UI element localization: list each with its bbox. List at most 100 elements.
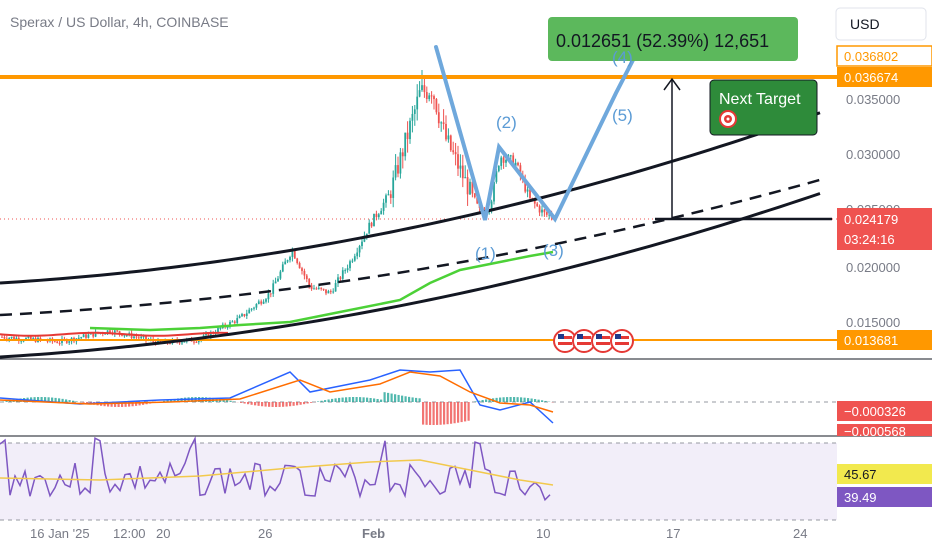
svg-text:0.013681: 0.013681 <box>844 333 898 348</box>
indicator-layer <box>0 369 837 521</box>
candle-body <box>260 301 263 304</box>
candle-body <box>509 155 512 157</box>
macd-histogram-bar <box>47 397 50 402</box>
candle-body <box>375 213 378 218</box>
macd-histogram-bar <box>506 397 509 402</box>
candle-body <box>255 304 258 308</box>
macd-histogram-bar <box>481 400 484 402</box>
us-flag-icon <box>553 329 577 353</box>
candle-body <box>205 333 207 336</box>
candle-body <box>291 250 294 257</box>
currency-button[interactable]: USD <box>835 7 927 41</box>
macd-histogram-bar <box>460 402 463 423</box>
candle-body <box>495 171 498 182</box>
macd-histogram-bar <box>541 400 544 402</box>
candle-body <box>435 99 438 113</box>
next-target-callout[interactable]: Next Target <box>709 79 818 136</box>
x-tick: 12:00 <box>113 526 146 541</box>
economic-events-icons[interactable] <box>553 329 634 353</box>
macd-histogram-bar <box>362 397 365 402</box>
macd-histogram-bar <box>488 398 491 402</box>
candle-body <box>53 341 56 343</box>
price-range-measure[interactable]: 0.012651 (52.39%) 12,651 <box>548 17 798 61</box>
macd-histogram-bar <box>331 398 334 402</box>
macd-histogram-bar <box>135 402 138 406</box>
candle-body <box>80 337 83 339</box>
macd-histogram-bar <box>44 397 47 402</box>
candle-body <box>305 275 308 280</box>
price-tag-current: 0.024179 03:24:16 <box>837 208 932 250</box>
candle-body <box>325 289 327 294</box>
candle-body <box>322 288 325 290</box>
macd-histogram-bar <box>226 400 229 402</box>
candle-body <box>459 165 462 169</box>
macd-histogram-bar <box>387 392 390 402</box>
svg-text:03:24:16: 03:24:16 <box>844 232 895 247</box>
macd-histogram-bar <box>376 398 379 402</box>
macd-histogram-bar <box>516 397 519 402</box>
macd-histogram-bar <box>306 402 309 404</box>
macd-histogram-bar <box>310 402 313 403</box>
candle-body <box>387 194 390 196</box>
macd-histogram-bar <box>450 402 453 424</box>
macd-line <box>0 369 554 424</box>
candle-body <box>303 270 306 276</box>
candle-body <box>351 260 354 262</box>
candle-body <box>413 109 416 114</box>
candle-body <box>430 95 433 97</box>
candle-body <box>137 337 140 339</box>
macd-histogram-bar <box>513 397 516 402</box>
macd-tag-1: −0.000326 <box>837 401 932 421</box>
macd-histogram-bar <box>366 397 369 402</box>
candle-body <box>293 250 296 259</box>
macd-histogram-bar <box>453 402 456 424</box>
candle-body <box>32 338 35 340</box>
chart-title: Sperax / US Dollar, 4h, COINBASE <box>10 14 229 30</box>
candle-body <box>368 222 371 234</box>
macd-histogram-bar <box>54 397 57 402</box>
candle-body <box>281 264 284 272</box>
macd-histogram-bar <box>240 402 243 403</box>
candle-body <box>229 321 231 327</box>
time-axis[interactable]: 16 Jan '25 12:00 20 26 Feb 10 17 24 <box>30 526 807 541</box>
macd-histogram-bar <box>5 400 8 402</box>
channel-lower-line <box>0 192 821 359</box>
macd-histogram-bar <box>527 398 530 402</box>
macd-histogram-bar <box>257 402 260 406</box>
x-tick: 20 <box>156 526 170 541</box>
macd-histogram-bar <box>138 402 141 406</box>
candle-body <box>286 260 289 262</box>
macd-histogram-bar <box>243 402 246 404</box>
macd-histogram-bar <box>394 394 397 402</box>
macd-histogram-bar <box>173 398 176 402</box>
macd-histogram-bar <box>170 399 173 402</box>
candle-body <box>423 85 426 93</box>
next-target-label: Next Target <box>719 91 801 108</box>
x-tick: 10 <box>536 526 550 541</box>
candle-body <box>125 335 128 337</box>
macd-histogram-bar <box>502 397 505 402</box>
candle-body <box>500 157 503 166</box>
macd-histogram-bar <box>401 395 404 402</box>
candle-body <box>471 181 474 194</box>
svg-text:−0.000326: −0.000326 <box>844 404 906 419</box>
candle-body <box>411 113 414 121</box>
candle-body <box>183 341 186 343</box>
candle-body <box>377 214 380 218</box>
rsi-line <box>0 435 551 502</box>
candle-body <box>236 318 239 323</box>
candle-body <box>238 316 241 319</box>
macd-histogram-bar <box>82 402 85 403</box>
macd-histogram-bar <box>128 402 131 407</box>
candle-body <box>353 256 356 261</box>
candle-body <box>428 95 431 100</box>
measure-arrow-head <box>663 77 681 91</box>
macd-histogram-bar <box>110 402 113 407</box>
macd-histogram-bar <box>380 399 383 402</box>
macd-histogram-bar <box>324 400 327 402</box>
candle-body <box>473 193 476 198</box>
candle-body <box>548 214 551 216</box>
candle-body <box>361 241 363 247</box>
macd-histogram-bar <box>464 402 467 422</box>
